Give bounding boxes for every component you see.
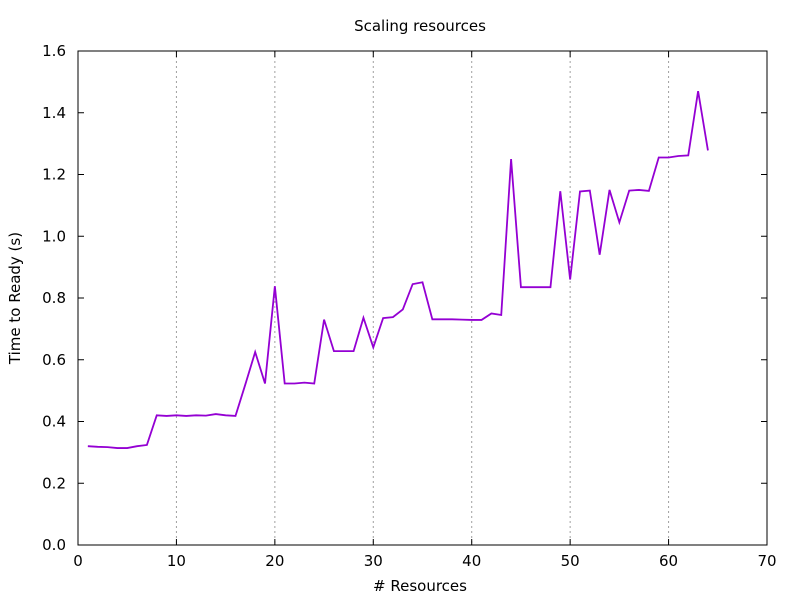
data-point-0-62 bbox=[697, 90, 699, 92]
data-point-0-3 bbox=[116, 447, 118, 449]
data-point-0-0 bbox=[87, 445, 89, 447]
data-point-0-28 bbox=[362, 317, 364, 319]
x-tick-label-7: 70 bbox=[757, 552, 776, 570]
x-tick-label-5: 50 bbox=[561, 552, 580, 570]
data-point-0-48 bbox=[559, 190, 561, 192]
x-tick-label-6: 60 bbox=[659, 552, 678, 570]
data-point-0-39 bbox=[471, 319, 473, 321]
data-point-0-10 bbox=[185, 415, 187, 417]
gridlines bbox=[175, 51, 670, 545]
data-point-0-24 bbox=[323, 319, 325, 321]
data-point-0-51 bbox=[589, 190, 591, 192]
data-point-0-44 bbox=[520, 286, 522, 288]
data-point-0-41 bbox=[490, 312, 492, 314]
data-point-0-53 bbox=[609, 189, 611, 191]
data-point-0-37 bbox=[451, 318, 453, 320]
data-point-0-15 bbox=[234, 415, 236, 417]
y-tick-label-7: 1.4 bbox=[42, 104, 66, 122]
data-point-0-27 bbox=[353, 350, 355, 352]
axes bbox=[77, 50, 768, 546]
data-point-0-57 bbox=[648, 190, 650, 192]
data-point-0-56 bbox=[638, 189, 640, 191]
data-point-0-12 bbox=[205, 415, 207, 417]
data-point-0-47 bbox=[549, 286, 551, 288]
data-point-0-59 bbox=[668, 157, 670, 159]
data-point-0-30 bbox=[382, 317, 384, 319]
chart-title: Scaling resources bbox=[354, 17, 486, 35]
data-point-0-17 bbox=[254, 351, 256, 353]
data-point-0-9 bbox=[175, 414, 177, 416]
y-tick-label-1: 0.2 bbox=[42, 474, 66, 492]
y-tick-label-6: 1.2 bbox=[42, 166, 66, 184]
data-point-0-13 bbox=[215, 413, 217, 415]
y-tick-label-2: 0.4 bbox=[42, 413, 66, 431]
data-point-0-46 bbox=[540, 286, 542, 288]
data-point-0-34 bbox=[422, 281, 424, 283]
data-point-0-20 bbox=[284, 383, 286, 385]
x-tick-label-2: 20 bbox=[265, 552, 284, 570]
data-point-0-55 bbox=[628, 190, 630, 192]
data-point-0-23 bbox=[313, 383, 315, 385]
x-axis-label: # Resources bbox=[373, 577, 467, 595]
series-layer bbox=[87, 90, 709, 449]
data-point-0-6 bbox=[146, 444, 148, 446]
y-tick-label-8: 1.6 bbox=[42, 42, 66, 60]
data-point-0-36 bbox=[441, 318, 443, 320]
data-point-0-18 bbox=[264, 383, 266, 385]
data-point-0-54 bbox=[618, 221, 620, 223]
data-point-0-19 bbox=[274, 285, 276, 287]
y-tick-label-3: 0.6 bbox=[42, 351, 66, 369]
data-point-0-43 bbox=[510, 158, 512, 160]
data-point-0-58 bbox=[658, 157, 660, 159]
data-point-0-52 bbox=[599, 254, 601, 256]
y-tick-label-0: 0.0 bbox=[42, 536, 66, 554]
data-point-0-21 bbox=[294, 383, 296, 385]
data-point-0-40 bbox=[481, 319, 483, 321]
data-point-0-25 bbox=[333, 350, 335, 352]
y-axis-label: Time to Ready (s) bbox=[6, 232, 24, 365]
data-point-0-22 bbox=[303, 382, 305, 384]
x-tick-label-3: 30 bbox=[364, 552, 383, 570]
data-point-0-49 bbox=[569, 278, 571, 280]
data-point-0-8 bbox=[166, 415, 168, 417]
data-point-0-42 bbox=[500, 314, 502, 316]
y-tick-label-4: 0.8 bbox=[42, 289, 66, 307]
data-point-0-50 bbox=[579, 190, 581, 192]
x-tick-label-1: 10 bbox=[167, 552, 186, 570]
data-point-0-16 bbox=[244, 383, 246, 385]
data-point-0-14 bbox=[225, 414, 227, 416]
data-point-0-29 bbox=[372, 346, 374, 348]
data-point-0-31 bbox=[392, 316, 394, 318]
data-point-0-4 bbox=[126, 447, 128, 449]
data-point-0-35 bbox=[431, 318, 433, 320]
x-tick-label-0: 0 bbox=[73, 552, 83, 570]
data-point-0-32 bbox=[402, 308, 404, 310]
data-point-0-26 bbox=[343, 350, 345, 352]
y-tick-label-5: 1.0 bbox=[42, 227, 66, 245]
data-point-0-45 bbox=[530, 286, 532, 288]
data-point-0-60 bbox=[677, 155, 679, 157]
data-point-0-5 bbox=[136, 445, 138, 447]
data-point-0-38 bbox=[461, 319, 463, 321]
x-tick-label-4: 40 bbox=[462, 552, 481, 570]
data-point-0-33 bbox=[412, 283, 414, 285]
data-point-0-61 bbox=[687, 154, 689, 156]
data-point-0-1 bbox=[97, 446, 99, 448]
data-point-0-63 bbox=[707, 149, 709, 151]
tick-labels: 0 10 20 30 40 50 60 70 0.0 0.2 0.4 0.6 0.8 1.0 1.2 1.4 1… bbox=[42, 42, 776, 570]
data-point-0-11 bbox=[195, 414, 197, 416]
data-point-0-7 bbox=[156, 414, 158, 416]
series-line-0 bbox=[87, 90, 709, 449]
data-point-0-2 bbox=[107, 446, 109, 448]
plot-frame bbox=[77, 50, 768, 546]
